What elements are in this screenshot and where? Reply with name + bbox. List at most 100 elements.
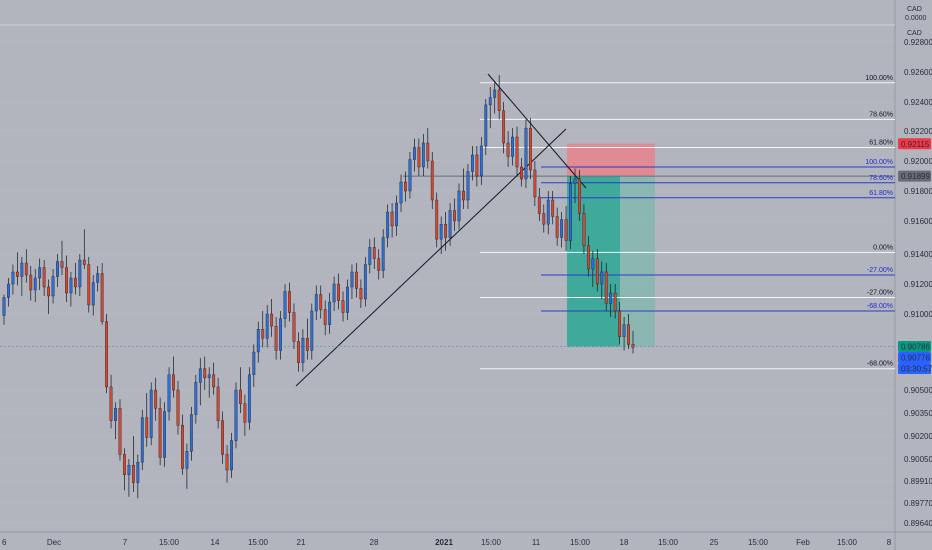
candle-body <box>145 417 149 438</box>
candle-body <box>167 374 171 412</box>
time-tick-label: 25 <box>710 538 719 547</box>
candle-body <box>560 219 564 238</box>
candle-body <box>261 329 265 339</box>
candle-body <box>105 321 109 388</box>
time-tick-label: Feb <box>796 538 810 547</box>
header-price-partial: 0.0000 <box>905 15 927 22</box>
candle-body <box>520 166 523 180</box>
price-badge-label: 03:30:57 <box>901 365 932 374</box>
candle-body <box>359 288 363 300</box>
candle-body <box>7 283 10 298</box>
candle-body <box>91 282 95 306</box>
candle-body <box>288 291 291 313</box>
candle-body <box>78 259 82 288</box>
candle-body <box>586 245 590 270</box>
candle-body <box>475 154 479 177</box>
candle-body <box>355 271 358 289</box>
candle-body <box>524 127 528 180</box>
candle-body <box>38 267 42 279</box>
candle-body <box>207 374 211 379</box>
price-badge-label: 0.90776 <box>901 354 930 363</box>
candle-body <box>613 292 617 312</box>
time-axis[interactable]: 6 Dec 7 15:00 14 15:00 21 28 2021 15:00 11 15:00 18 1… <box>2 538 892 547</box>
candle-body <box>301 338 305 363</box>
candle-body <box>542 213 546 225</box>
time-tick-label: 15:00 <box>570 538 591 547</box>
candle-body <box>537 196 541 214</box>
fib-retracement-blue[interactable]: 100.00% 78.60% 61.80% -27.00% -68.00% <box>541 159 895 312</box>
candle-body <box>154 389 158 409</box>
time-tick-label: 15:00 <box>481 538 502 547</box>
candle-body <box>189 414 193 452</box>
price-tick-label: 0.92200 <box>904 127 932 136</box>
candle-body <box>368 247 372 265</box>
candle-body <box>390 211 394 227</box>
candle-body <box>381 237 385 271</box>
candle-body <box>332 283 336 303</box>
fib-level-label: 100.00% <box>865 75 893 82</box>
candle-body <box>564 219 568 241</box>
candle-body <box>435 199 439 240</box>
candle-body <box>243 403 247 423</box>
time-tick-label: 15:00 <box>248 538 269 547</box>
take-profit-zone-extension <box>620 176 655 347</box>
candle-body <box>310 310 314 351</box>
time-tick-label: 28 <box>370 538 379 547</box>
fib-level-label: 100.00% <box>865 159 893 166</box>
candle-body <box>234 389 238 441</box>
candle-body <box>230 440 233 471</box>
downtrend-line[interactable] <box>487 73 587 189</box>
time-tick-label: 6 <box>2 538 7 547</box>
candle-body <box>363 264 367 300</box>
price-tick-label: 0.92800 <box>904 38 932 47</box>
candle-body <box>600 271 604 285</box>
time-tick-label: 21 <box>297 538 306 547</box>
candle-body <box>163 411 166 458</box>
candle-body <box>82 259 86 265</box>
candle-body <box>426 142 430 162</box>
candle-body <box>439 224 443 240</box>
price-tick-label: 0.91400 <box>904 250 932 259</box>
candle-body <box>386 211 390 238</box>
candle-body <box>528 127 532 171</box>
fib-level-label: -27.00% <box>867 290 893 297</box>
price-axis[interactable]: 0.92800 0.92600 0.92400 0.92200 0.92000 0.918… <box>904 38 932 528</box>
candle-body <box>444 224 448 238</box>
candle-body <box>100 273 104 322</box>
candle-body <box>511 136 514 157</box>
stop-loss-zone[interactable] <box>567 143 655 177</box>
fib-retracement-black[interactable]: 100.00% 78.60% 61.80% 0.00% -27.00% -68.00% <box>480 75 895 370</box>
fib-level-label: 61.80% <box>869 190 893 197</box>
candle-body <box>56 261 59 277</box>
candle-body <box>127 465 131 475</box>
candle-body <box>319 294 323 310</box>
candle-body <box>60 261 64 268</box>
candle-body <box>488 97 492 106</box>
candle-body <box>221 420 224 455</box>
candle-body <box>305 338 309 351</box>
candle-body <box>430 160 434 201</box>
price-badge <box>898 363 931 375</box>
candle-body <box>256 329 260 353</box>
short-position-tool[interactable] <box>403 143 895 347</box>
candle-body <box>417 147 421 168</box>
candle-body <box>479 145 483 177</box>
candle-body <box>372 247 376 259</box>
candle-body <box>24 262 28 276</box>
candlesticks <box>2 75 635 499</box>
candle-body <box>114 408 117 421</box>
candle-body <box>462 190 465 201</box>
fib-level-label: 61.80% <box>869 140 893 147</box>
fib-level-label: 78.60% <box>869 111 893 118</box>
price-tick-label: 0.91800 <box>904 187 932 196</box>
candle-body <box>87 264 91 306</box>
time-tick-label: 15:00 <box>837 538 858 547</box>
time-tick-label: 7 <box>123 538 128 547</box>
candle-body <box>172 374 175 391</box>
candle-body <box>573 178 577 184</box>
candle-body <box>408 159 412 192</box>
candle-body <box>118 408 122 455</box>
candle-body <box>453 210 456 222</box>
price-tick-label: 0.91600 <box>904 217 932 226</box>
